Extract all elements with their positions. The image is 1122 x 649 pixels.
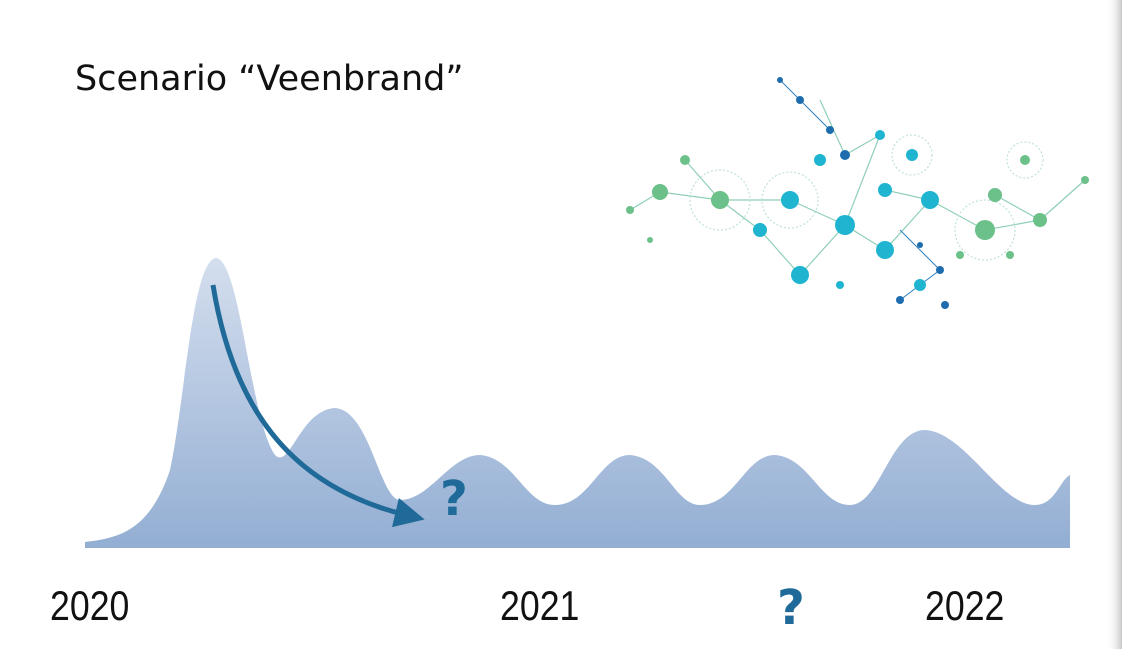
timeline-label: 2021 xyxy=(500,583,579,629)
arrow xyxy=(210,284,425,528)
edge-shadow xyxy=(1106,0,1122,649)
slide-title: Scenario “Veenbrand” xyxy=(75,59,463,99)
network-graphic xyxy=(626,77,1089,309)
timeline-label: 2020 xyxy=(50,583,129,629)
timeline-label: 2022 xyxy=(925,583,1004,629)
timeline-question: ? xyxy=(777,580,805,636)
wave-area xyxy=(85,257,1070,548)
curve-question: ? xyxy=(440,471,468,527)
